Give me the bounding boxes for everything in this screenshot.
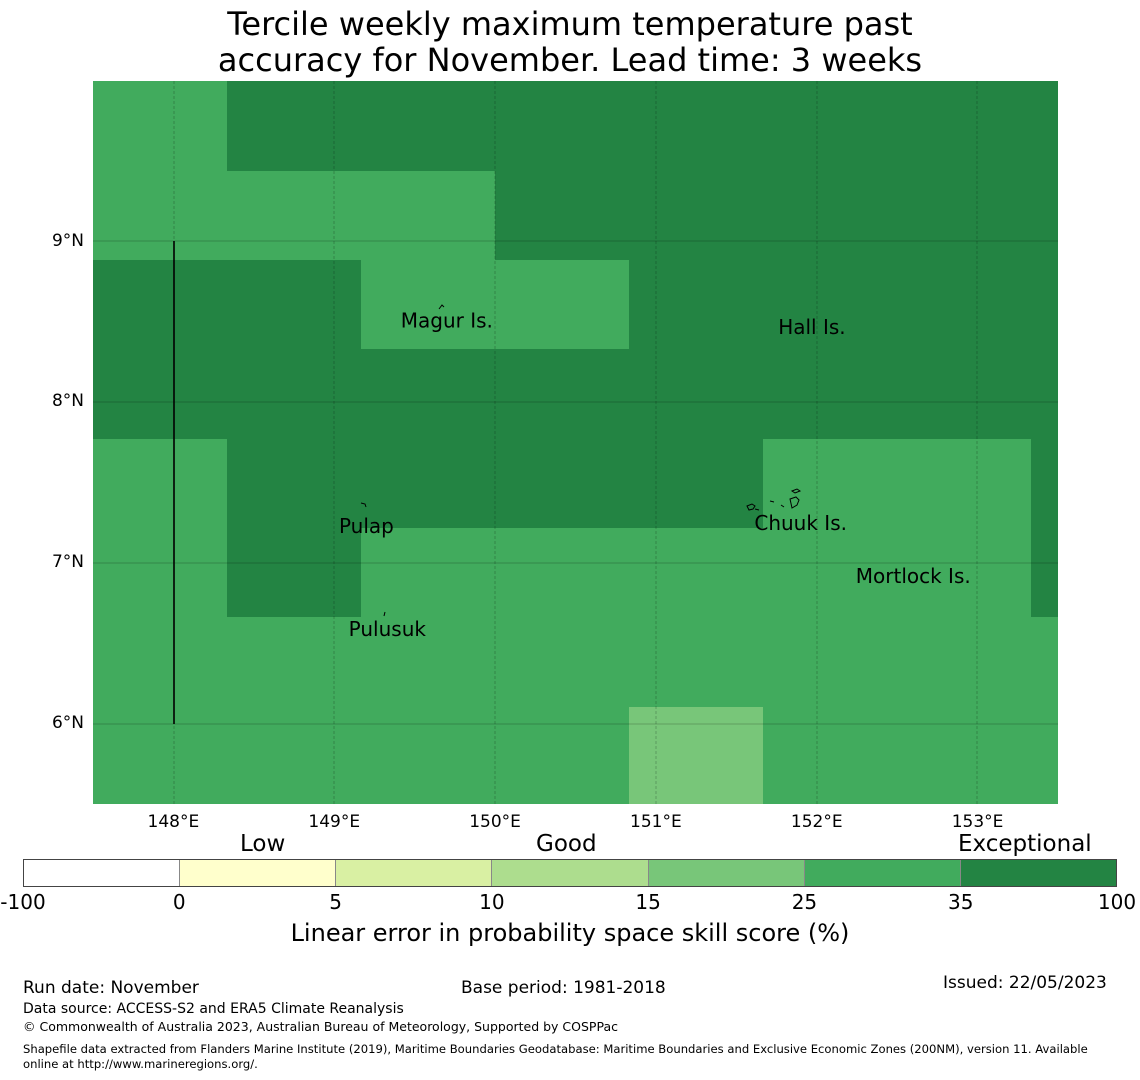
shapefile-credit-line-1: Shapefile data extracted from Flanders M… bbox=[23, 1042, 1088, 1056]
skill-score-map: Magur Is. Hall Is. Pulap Chuuk Is. Mortlock … bbox=[93, 81, 1058, 804]
graticule bbox=[93, 81, 1058, 804]
title-line-2: accuracy for November. Lead time: 3 week… bbox=[217, 41, 923, 79]
colorbar-tick-label: 25 bbox=[791, 890, 818, 914]
latitude-tick-label: 9°N bbox=[51, 230, 84, 251]
copyright: © Commonwealth of Australia 2023, Austra… bbox=[23, 1019, 618, 1034]
place-label: Chuuk Is. bbox=[754, 511, 847, 535]
place-label: Pulusuk bbox=[349, 617, 427, 641]
run-date: Run date: November bbox=[23, 978, 199, 998]
place-label: Magur Is. bbox=[401, 309, 493, 333]
legend-category-low: Low bbox=[240, 831, 286, 857]
colorbar-tick-label: 10 bbox=[479, 890, 505, 914]
colorbar-tick-label: 35 bbox=[947, 890, 974, 914]
grid-cell bbox=[227, 439, 763, 528]
longitude-tick-label: 150°E bbox=[469, 812, 521, 832]
island-outline bbox=[438, 304, 445, 310]
colorbar-tick-label: 0 bbox=[172, 890, 186, 914]
title-line-1: Tercile weekly maximum temperature past bbox=[227, 5, 913, 43]
colorbar-segment bbox=[336, 860, 493, 886]
longitude-tick-label: 152°E bbox=[790, 812, 843, 832]
place-label: Mortlock Is. bbox=[856, 564, 971, 588]
island-outline bbox=[746, 488, 802, 511]
grid-cell bbox=[93, 349, 1058, 439]
place-labels: Magur Is. Hall Is. Pulap Chuuk Is. Mortlock … bbox=[339, 309, 971, 641]
skill-grid bbox=[93, 81, 1058, 804]
colorbar-tick-label: 15 bbox=[635, 890, 661, 914]
place-label: Pulap bbox=[339, 514, 394, 538]
colorbar-label: Linear error in probability space skill … bbox=[290, 919, 850, 947]
legend-category-good: Good bbox=[536, 831, 597, 857]
longitude-tick-label: 148°E bbox=[147, 812, 200, 832]
map-title: Tercile weekly maximum temperature past … bbox=[0, 6, 1140, 78]
issued-date: Issued: 22/05/2023 bbox=[943, 973, 1107, 993]
latitude-tick-label: 7°N bbox=[51, 552, 84, 572]
grid-cell bbox=[1031, 439, 1058, 617]
colorbar bbox=[23, 859, 1117, 887]
grid-cell bbox=[227, 81, 1058, 171]
colorbar-segment bbox=[492, 860, 649, 886]
grid-cell bbox=[495, 171, 1058, 260]
colorbar-segment bbox=[804, 860, 961, 886]
colorbar-segment bbox=[648, 860, 805, 886]
colorbar-tick-label: -100 bbox=[0, 890, 46, 914]
grid-cell bbox=[629, 707, 763, 804]
latitude-tick-label: 6°N bbox=[51, 712, 84, 733]
data-source: Data source: ACCESS-S2 and ERA5 Climate … bbox=[23, 1001, 404, 1017]
colorbar-segment bbox=[960, 860, 1116, 886]
island-outlines bbox=[360, 304, 802, 617]
base-period: Base period: 1981-2018 bbox=[461, 978, 666, 998]
colorbar-tick-label: 100 bbox=[1097, 890, 1137, 914]
place-label: Hall Is. bbox=[778, 315, 845, 339]
longitude-tick-label: 149°E bbox=[308, 812, 361, 832]
island-outline bbox=[383, 611, 386, 617]
latitude-tick-label: 8°N bbox=[51, 391, 84, 412]
colorbar-segment bbox=[180, 860, 337, 886]
longitude-tick-label: 151°E bbox=[630, 812, 682, 832]
island-outline bbox=[360, 502, 367, 508]
colorbar-tick-label: 5 bbox=[329, 890, 342, 914]
grid-cell bbox=[93, 260, 361, 349]
shapefile-credit-line-2: online at http://www.marineregions.org/. bbox=[23, 1057, 258, 1071]
colorbar-segment bbox=[24, 860, 181, 886]
grid-cell bbox=[629, 260, 1058, 349]
legend-category-exceptional: Exceptional bbox=[958, 831, 1092, 857]
grid-cell bbox=[227, 528, 361, 617]
longitude-tick-label: 153°E bbox=[951, 812, 1004, 832]
